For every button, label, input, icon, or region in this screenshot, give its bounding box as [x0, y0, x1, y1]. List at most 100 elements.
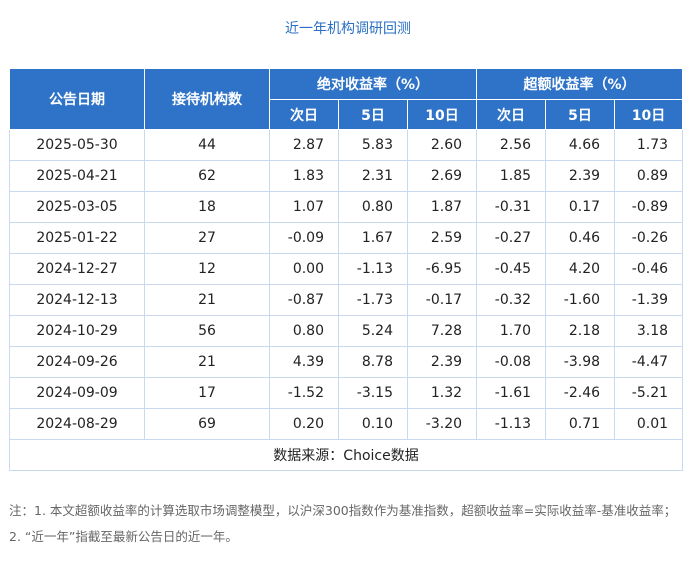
- cell-value: -0.31: [476, 191, 547, 223]
- cell-count: 17: [144, 377, 270, 409]
- header-abs-5-day: 5日: [338, 99, 408, 130]
- table-row: 2024-08-29 69 0.20 0.10 -3.20 -1.13 0.71 0.01: [9, 408, 684, 440]
- cell-value: 0.71: [545, 408, 616, 440]
- cell-value: 1.32: [406, 377, 478, 409]
- cell-value: -0.26: [614, 222, 684, 254]
- cell-date: 2024-12-13: [9, 284, 145, 316]
- cell-value: 1.70: [476, 315, 547, 347]
- cell-value: 2.39: [545, 160, 616, 192]
- cell-value: 0.89: [614, 160, 684, 192]
- cell-value: -0.09: [269, 222, 339, 254]
- cell-value: -1.52: [269, 377, 339, 409]
- cell-value: 0.80: [338, 191, 408, 223]
- cell-count: 21: [144, 346, 270, 378]
- footnote: 注：1. 本文超额收益率的计算选取市场调整模型，以沪深300指数作为基准指数，超…: [9, 503, 677, 544]
- cell-count: 69: [144, 408, 270, 440]
- cell-value: 3.18: [614, 315, 684, 347]
- cell-value: 2.59: [406, 222, 478, 254]
- cell-value: -4.47: [614, 346, 684, 378]
- cell-value: 0.20: [269, 408, 339, 440]
- cell-value: -3.15: [338, 377, 408, 409]
- header-date: 公告日期: [9, 68, 145, 130]
- research-backtest-table: 公告日期 接待机构数 绝对收益率（%） 超额收益率（%） 次日 5日 10日 次…: [8, 68, 684, 471]
- cell-value: 2.60: [406, 129, 478, 161]
- cell-date: 2024-10-29: [9, 315, 145, 347]
- table-row: 2024-09-26 21 4.39 8.78 2.39 -0.08 -3.98 -4.47: [9, 346, 684, 378]
- cell-count: 44: [144, 129, 270, 161]
- cell-value: 5.83: [338, 129, 408, 161]
- header-excess-return: 超额收益率（%）: [476, 68, 684, 100]
- cell-value: 2.31: [338, 160, 408, 192]
- cell-value: 1.85: [476, 160, 547, 192]
- cell-value: -0.32: [476, 284, 547, 316]
- cell-value: 4.39: [269, 346, 339, 378]
- table-row: 2025-05-30 44 2.87 5.83 2.60 2.56 4.66 1.73: [9, 129, 684, 161]
- header-absolute-return: 绝对收益率（%）: [268, 68, 478, 100]
- table-row: 2024-09-09 17 -1.52 -3.15 1.32 -1.61 -2.46 -5.2…: [9, 377, 684, 409]
- header-excess-next-day: 次日: [476, 99, 547, 130]
- cell-value: 0.46: [545, 222, 616, 254]
- cell-count: 27: [144, 222, 270, 254]
- cell-value: 1.87: [406, 191, 478, 223]
- cell-value: -5.21: [614, 377, 684, 409]
- cell-value: -0.89: [614, 191, 684, 223]
- header-excess-10-day: 10日: [614, 99, 684, 130]
- cell-value: -0.46: [614, 253, 684, 285]
- cell-date: 2024-09-09: [9, 377, 145, 409]
- cell-value: -1.13: [476, 408, 547, 440]
- cell-value: -1.61: [476, 377, 547, 409]
- data-source: 数据来源：Choice数据: [8, 439, 684, 471]
- cell-value: -3.98: [545, 346, 616, 378]
- cell-count: 12: [144, 253, 270, 285]
- cell-date: 2025-05-30: [9, 129, 145, 161]
- cell-value: 4.20: [545, 253, 616, 285]
- header-abs-next-day: 次日: [269, 99, 339, 130]
- cell-value: -1.60: [545, 284, 616, 316]
- cell-value: 2.18: [545, 315, 616, 347]
- cell-date: 2024-09-26: [9, 346, 145, 378]
- cell-date: 2025-03-05: [9, 191, 145, 223]
- cell-value: -3.20: [406, 408, 478, 440]
- cell-value: 5.24: [338, 315, 408, 347]
- cell-value: 2.87: [269, 129, 339, 161]
- table-row: 2025-04-21 62 1.83 2.31 2.69 1.85 2.39 0.89: [9, 160, 684, 192]
- cell-value: -6.95: [406, 253, 478, 285]
- cell-date: 2025-01-22: [9, 222, 145, 254]
- header-excess-5-day: 5日: [545, 99, 616, 130]
- cell-value: 0.80: [269, 315, 339, 347]
- cell-value: -0.17: [406, 284, 478, 316]
- cell-value: 1.67: [338, 222, 408, 254]
- cell-value: 2.56: [476, 129, 547, 161]
- cell-value: 0.00: [269, 253, 339, 285]
- cell-value: 2.39: [406, 346, 478, 378]
- cell-count: 56: [144, 315, 270, 347]
- page-title: 近一年机构调研回测: [285, 21, 411, 37]
- cell-value: 1.73: [614, 129, 684, 161]
- cell-value: 7.28: [406, 315, 478, 347]
- cell-date: 2024-08-29: [9, 408, 145, 440]
- cell-value: 1.83: [269, 160, 339, 192]
- header-abs-10-day: 10日: [406, 99, 478, 130]
- cell-value: -0.08: [476, 346, 547, 378]
- cell-count: 21: [144, 284, 270, 316]
- cell-value: 8.78: [338, 346, 408, 378]
- cell-value: -0.27: [476, 222, 547, 254]
- cell-value: 2.69: [406, 160, 478, 192]
- cell-value: -1.73: [338, 284, 408, 316]
- cell-value: -2.46: [545, 377, 616, 409]
- cell-count: 18: [144, 191, 270, 223]
- table-row: 2024-10-29 56 0.80 5.24 7.28 1.70 2.18 3.18: [9, 315, 684, 347]
- header-count: 接待机构数: [144, 68, 270, 130]
- table-row: 2025-01-22 27 -0.09 1.67 2.59 -0.27 0.46 -0.26: [9, 222, 684, 254]
- table-row: 2025-03-05 18 1.07 0.80 1.87 -0.31 0.17 -0.89: [9, 191, 684, 223]
- cell-count: 62: [144, 160, 270, 192]
- cell-value: 0.17: [545, 191, 616, 223]
- cell-value: 1.07: [269, 191, 339, 223]
- cell-value: 0.10: [338, 408, 408, 440]
- cell-value: -0.87: [269, 284, 339, 316]
- cell-date: 2025-04-21: [9, 160, 145, 192]
- cell-value: -1.39: [614, 284, 684, 316]
- table-row: 2024-12-13 21 -0.87 -1.73 -0.17 -0.32 -1.60 -1.…: [9, 284, 684, 316]
- cell-value: -0.45: [476, 253, 547, 285]
- cell-value: 4.66: [545, 129, 616, 161]
